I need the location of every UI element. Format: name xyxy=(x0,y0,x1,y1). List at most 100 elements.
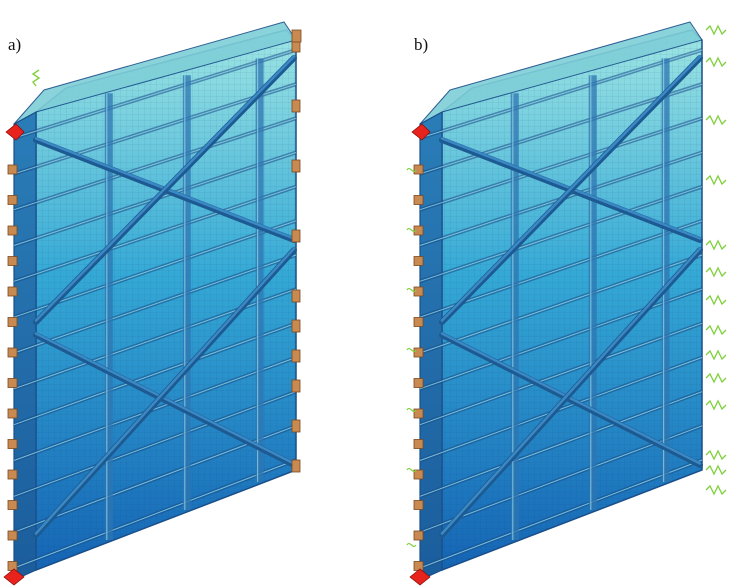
spring-symbol-left xyxy=(406,168,417,172)
fe-model-panel-a xyxy=(3,21,302,586)
brace-highlight xyxy=(34,55,296,322)
support-block-left xyxy=(413,561,424,571)
support-block-left xyxy=(7,286,18,297)
stiffener-highlight xyxy=(13,459,297,569)
spring-symbol-right xyxy=(705,114,727,126)
top-cap-plate xyxy=(13,21,297,125)
brace-highlight xyxy=(34,332,296,465)
pin-support-top xyxy=(411,123,431,141)
stiffener-highlight xyxy=(419,49,703,139)
spring-symbol-left xyxy=(406,348,417,352)
brace-highlight xyxy=(440,55,702,322)
brace-highlight xyxy=(440,332,702,465)
support-block-left xyxy=(413,408,424,419)
stiffener-highlight xyxy=(13,322,297,426)
spring-symbol-right xyxy=(705,449,727,461)
support-block-left xyxy=(413,500,424,510)
spring-symbol-right xyxy=(705,174,727,186)
support-block-corner xyxy=(291,29,302,43)
spring-symbol-right xyxy=(705,349,727,361)
support-block-left xyxy=(7,378,18,388)
stiffener-highlight xyxy=(13,391,297,497)
stiffener-highlight xyxy=(419,220,703,318)
support-block-left xyxy=(7,408,18,419)
support-block-left xyxy=(413,530,424,541)
support-block-left xyxy=(413,195,424,205)
support-block-left xyxy=(7,256,18,266)
spring-symbol-right xyxy=(705,399,727,411)
spring-symbol-left xyxy=(406,468,417,472)
stiffener-highlight xyxy=(419,186,703,282)
stiffener-highlight xyxy=(13,186,297,282)
support-block-left xyxy=(413,469,424,480)
stiffener-highlight xyxy=(419,357,703,461)
support-block-left xyxy=(7,469,18,480)
stiffener-highlight xyxy=(13,83,297,175)
support-block-left xyxy=(7,195,18,205)
support-block-right xyxy=(291,159,301,173)
spring-symbol-right xyxy=(705,484,727,496)
support-block-right xyxy=(291,229,301,243)
stiffener-highlight xyxy=(13,49,297,139)
fe-model-panel-b xyxy=(406,21,727,586)
spring-symbol-right xyxy=(705,324,727,336)
spring-symbol-right xyxy=(705,294,727,306)
stiffener-highlight xyxy=(13,117,297,211)
spring-symbol-left xyxy=(406,288,417,292)
diagonal-brace xyxy=(439,332,703,468)
support-block-left xyxy=(7,439,18,449)
stiffener-highlight xyxy=(419,83,703,175)
support-block-left xyxy=(413,378,424,388)
brace-highlight xyxy=(440,247,702,535)
support-block-right xyxy=(291,99,301,113)
support-block-left xyxy=(7,347,18,358)
spring-symbol-left xyxy=(406,228,417,232)
spring-symbol-left xyxy=(406,543,417,547)
panel-label-b: b) xyxy=(414,35,429,54)
support-block-right xyxy=(291,289,301,303)
spring-symbol-right xyxy=(705,266,727,278)
diagonal-brace xyxy=(33,332,297,468)
pin-support-bottom xyxy=(3,568,25,586)
panel-label-a: a) xyxy=(8,35,22,54)
support-block-right xyxy=(291,419,301,433)
stiffener-highlight xyxy=(419,322,703,426)
stiffener-highlight xyxy=(419,459,703,569)
stiffener-highlight xyxy=(419,254,703,354)
spring-symbol-right xyxy=(705,24,727,36)
support-block-left xyxy=(7,500,18,510)
support-block-left xyxy=(7,164,18,175)
support-block-left xyxy=(413,439,424,449)
stiffener-highlight xyxy=(13,288,297,390)
spring-symbol-right xyxy=(705,239,727,251)
support-block-right xyxy=(291,319,301,333)
support-block-left xyxy=(413,256,424,266)
support-block-right xyxy=(291,459,301,473)
stiffener-highlight xyxy=(419,391,703,497)
top-cap-plate xyxy=(419,21,703,125)
support-block-left xyxy=(413,347,424,358)
support-block-left xyxy=(413,317,424,327)
support-block-left xyxy=(413,164,424,175)
stiffener-highlight xyxy=(13,357,297,461)
pin-support-top xyxy=(5,123,25,141)
spring-symbol-right xyxy=(705,464,727,476)
stiffener-highlight xyxy=(419,288,703,390)
stiffener-highlight xyxy=(13,254,297,354)
spring-symbol-right xyxy=(705,372,727,384)
pin-support-bottom xyxy=(409,568,431,586)
spring-symbol-left xyxy=(406,408,417,412)
support-block-left xyxy=(7,561,18,571)
brace-highlight xyxy=(34,247,296,535)
stiffener-highlight xyxy=(13,220,297,318)
support-block-left xyxy=(7,530,18,541)
support-block-left xyxy=(7,225,18,236)
spring-symbol-right xyxy=(705,56,727,68)
support-block-right xyxy=(291,379,301,393)
stiffener-highlight xyxy=(419,117,703,211)
support-block-right xyxy=(291,349,301,363)
spring-symbol-top xyxy=(31,69,41,87)
support-block-left xyxy=(7,317,18,327)
support-block-left xyxy=(413,225,424,236)
